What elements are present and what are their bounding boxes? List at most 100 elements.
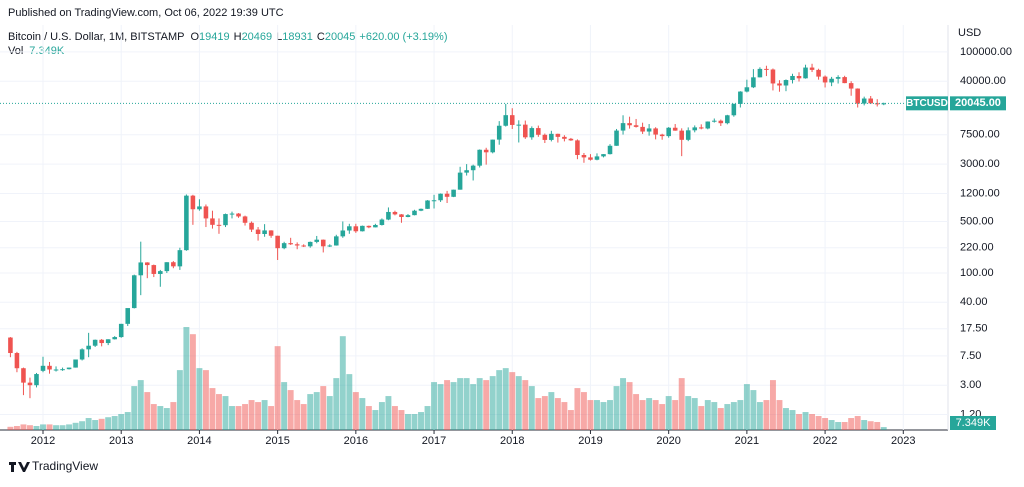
change-value: +620.00 (+3.19%) [359,31,447,43]
volume-bar [711,402,718,430]
candle-body [249,222,254,230]
candle-body [21,368,26,383]
volume-bar [385,396,392,430]
candle-body [659,134,665,137]
candle-body [464,170,469,173]
volume-bar [854,416,861,430]
volume-bar [541,396,548,430]
volume-bar [229,406,235,430]
volume-bar [848,418,855,430]
volume-bar [880,427,887,430]
volume-bar [124,412,131,430]
candle-body [829,78,834,83]
volume-bar [53,425,59,430]
candle-body [412,210,417,216]
volume-bar [85,418,92,430]
candle-body [620,123,626,131]
candle-body [809,67,815,70]
volume-bar [874,422,881,430]
volume-tag-label: 7.349K [956,417,992,429]
ohlc-value: 20045 [325,31,356,43]
candle-body [53,369,59,371]
candle-body [118,323,124,338]
volume-bar [59,425,66,430]
volume-bar [365,406,372,430]
candle-body [340,230,346,237]
candle-body [40,365,46,371]
volume-bar [613,386,620,430]
volume-bar [704,400,711,430]
volume-value: 7.349K [29,45,65,57]
volume-bar [822,418,829,430]
candle-body [177,250,183,267]
candle-body [796,75,802,79]
volume-bar [698,406,705,430]
y-tick-label: 3000.00 [960,158,1000,170]
volume-bar [300,404,307,430]
volume-bar [470,384,477,430]
candle-body [99,339,104,344]
volume-bar [626,382,633,430]
y-tick-label: 220.00 [960,242,994,254]
candle-body [86,345,91,350]
candle-body [112,337,117,340]
volume-bar [476,378,483,430]
candle-body [334,236,339,246]
candle-body [712,120,717,122]
ohlc-key: H [234,31,242,43]
volume-bar [756,402,763,430]
candle-body [516,124,522,126]
candle-body [523,124,528,138]
volume-bar [405,414,411,430]
candle-body [588,157,593,160]
candle-body [594,156,600,160]
volume-bar [202,370,209,430]
candle-body [614,130,619,146]
volume-bar [548,392,555,430]
y-tick-label: 7500.00 [960,129,1000,141]
ohlc-value: 18931 [282,31,313,43]
volume-bar [118,414,125,430]
volume-bar [730,402,737,430]
volume-bar [672,400,679,430]
volume-bar [170,402,177,430]
volume-bar [346,374,353,430]
candle-body [438,193,443,201]
volume-bar [137,380,144,430]
volume-bar [659,404,666,430]
y-tick-label: 7.50 [960,350,981,362]
candle-body [601,154,606,157]
candle-body [171,262,176,267]
volume-bar [372,410,379,430]
volume-bar [724,404,731,430]
candle-body [490,139,495,153]
candle-body [738,91,743,104]
candle-body [607,145,613,155]
volume-bar [111,416,118,430]
volume-bar [255,402,262,430]
volume-bar [737,400,744,430]
brand-logo [9,462,30,472]
volume-bar [809,414,816,430]
candle-body [549,133,554,140]
volume-name: Vol [8,45,23,57]
volume-bar [463,378,470,430]
y-tick-label: 3.00 [960,379,981,391]
candle-body [327,245,333,247]
volume-bar [92,420,99,430]
volume-bar [13,426,20,430]
volume-legend: Vol 7.349K [8,45,65,57]
candle-body [679,130,684,140]
volume-bar [144,392,151,430]
volume-bar [594,400,600,430]
volume-bar [620,378,627,430]
candle-body [92,339,98,346]
candle-body [236,213,241,217]
candle-body [268,230,274,236]
last-price-label: 20045.00 [955,97,1001,109]
volume-bar [27,425,33,430]
x-tick-label: 2012 [31,435,55,447]
y-tick-label: 40.00 [960,296,988,308]
candle-body [125,308,131,324]
volume-bar [339,336,346,430]
